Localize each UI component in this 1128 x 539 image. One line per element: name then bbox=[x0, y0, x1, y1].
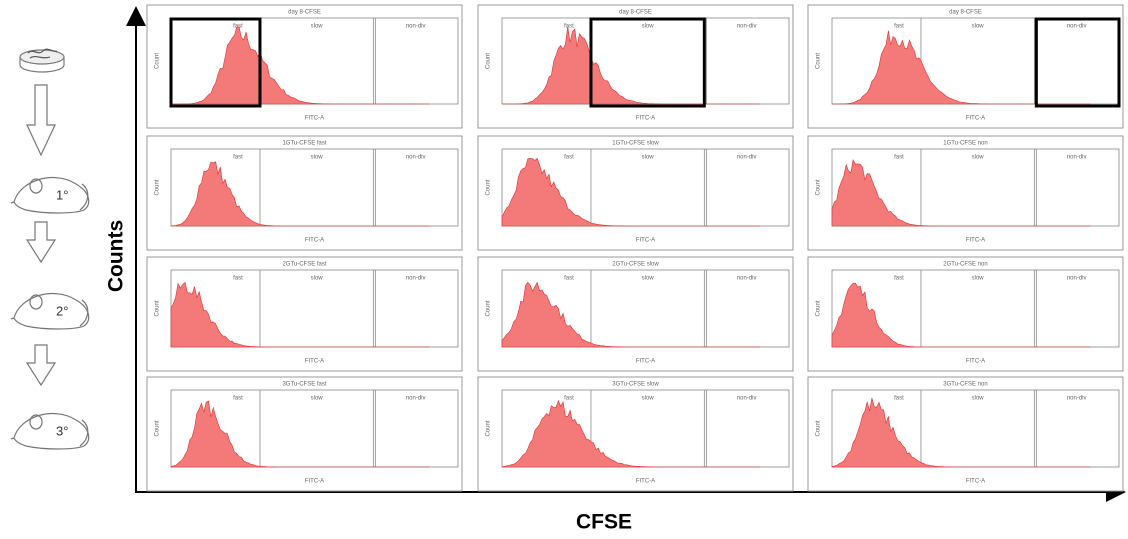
histogram bbox=[831, 159, 1091, 227]
histogram bbox=[170, 281, 430, 348]
x-label: FITC-A bbox=[636, 479, 655, 485]
gate-label: slow bbox=[311, 155, 324, 161]
gate-label: fast bbox=[894, 24, 904, 30]
histogram bbox=[501, 399, 761, 468]
gate-label: non-div bbox=[737, 396, 757, 402]
gate-label: fast bbox=[233, 276, 243, 282]
x-label: FITC-A bbox=[636, 359, 655, 365]
gate-label: slow bbox=[311, 24, 324, 30]
panel bbox=[807, 376, 1124, 492]
y-label: Count bbox=[816, 420, 822, 436]
histogram bbox=[170, 161, 430, 227]
gate-label: non-div bbox=[406, 155, 426, 161]
histogram bbox=[831, 282, 1091, 348]
step-label: 1° bbox=[56, 187, 68, 202]
x-label: FITC-A bbox=[966, 479, 985, 485]
gate-highlight bbox=[589, 17, 706, 108]
gate-label: fast bbox=[894, 155, 904, 161]
gate-label: non-div bbox=[406, 276, 426, 282]
y-label: Count bbox=[486, 300, 492, 316]
panel-title: day 8-CFSE bbox=[288, 10, 321, 16]
gate-highlight bbox=[169, 17, 262, 108]
gate-label: fast bbox=[894, 276, 904, 282]
x-label: FITC-A bbox=[966, 238, 985, 244]
gate-highlight bbox=[1034, 17, 1121, 108]
histogram bbox=[501, 157, 761, 227]
panel-title: 1GTu-CFSE slow bbox=[612, 141, 659, 147]
y-axis-label: Counts bbox=[105, 220, 128, 292]
gate-label: fast bbox=[564, 276, 574, 282]
gate-label: slow bbox=[311, 396, 324, 402]
histogram bbox=[832, 30, 1091, 105]
gate-label: non-div bbox=[1067, 396, 1087, 402]
gate-label: fast bbox=[233, 155, 243, 161]
panel-title: 2GTu-CFSE slow bbox=[612, 262, 659, 268]
histogram bbox=[170, 400, 430, 468]
x-label: FITC-A bbox=[305, 359, 324, 365]
y-label: Count bbox=[486, 53, 492, 69]
step-label: 2° bbox=[56, 303, 68, 318]
panel-title: 1GTu-CFSE fast bbox=[282, 141, 326, 147]
panel-title: 1GTu-CFSE non bbox=[943, 141, 987, 147]
gate-label: slow bbox=[972, 396, 985, 402]
x-label: FITC-A bbox=[305, 116, 324, 122]
panel-title: 3GTu-CFSE slow bbox=[612, 382, 659, 388]
y-label: Count bbox=[816, 179, 822, 195]
gate-label: slow bbox=[642, 24, 655, 30]
gate-label: fast bbox=[564, 155, 574, 161]
step-label: 3° bbox=[56, 423, 68, 438]
histogram bbox=[171, 26, 430, 105]
x-label: FITC-A bbox=[636, 116, 655, 122]
panel-title: 3GTu-CFSE non bbox=[943, 382, 987, 388]
gate-label: non-div bbox=[737, 155, 757, 161]
x-label: FITC-A bbox=[966, 116, 985, 122]
gate-label: non-div bbox=[737, 276, 757, 282]
gate-label: fast bbox=[894, 396, 904, 402]
y-label: Count bbox=[155, 300, 161, 316]
x-axis-label: CFSE bbox=[576, 511, 632, 534]
gate-label: non-div bbox=[406, 396, 426, 402]
gate-label: non-div bbox=[1067, 276, 1087, 282]
x-label: FITC-A bbox=[305, 238, 324, 244]
gate-label: non-div bbox=[1067, 24, 1087, 30]
y-label: Count bbox=[486, 179, 492, 195]
gate-label: non-div bbox=[406, 24, 426, 30]
panel-title: 3GTu-CFSE fast bbox=[282, 382, 326, 388]
workflow bbox=[10, 48, 90, 450]
gate-label: fast bbox=[233, 396, 243, 402]
gate-label: slow bbox=[972, 155, 985, 161]
gate-label: slow bbox=[972, 276, 985, 282]
gate-label: slow bbox=[642, 155, 655, 161]
gate-label: slow bbox=[311, 276, 324, 282]
histogram bbox=[501, 281, 761, 348]
gate-label: fast bbox=[564, 396, 574, 402]
histogram bbox=[831, 397, 1091, 468]
x-label: FITC-A bbox=[636, 238, 655, 244]
panel-title: day 8-CFSE bbox=[949, 10, 982, 16]
y-label: Count bbox=[155, 420, 161, 436]
panel bbox=[146, 135, 463, 251]
gate-label: non-div bbox=[1067, 155, 1087, 161]
x-label: FITC-A bbox=[305, 479, 324, 485]
panel bbox=[477, 376, 794, 492]
y-label: Count bbox=[816, 300, 822, 316]
y-label: Count bbox=[155, 179, 161, 195]
panel-title: 2GTu-CFSE non bbox=[943, 262, 987, 268]
histogram bbox=[502, 26, 761, 105]
y-label: Count bbox=[816, 53, 822, 69]
x-label: FITC-A bbox=[966, 359, 985, 365]
gate-label: slow bbox=[642, 276, 655, 282]
gate-label: non-div bbox=[737, 24, 757, 30]
y-label: Count bbox=[155, 53, 161, 69]
panel-title: day 8-CFSE bbox=[619, 10, 652, 16]
gate-label: slow bbox=[642, 396, 655, 402]
y-label: Count bbox=[486, 420, 492, 436]
gate-label: slow bbox=[972, 24, 985, 30]
panel-title: 2GTu-CFSE fast bbox=[282, 262, 326, 268]
gate-label: fast bbox=[564, 24, 574, 30]
